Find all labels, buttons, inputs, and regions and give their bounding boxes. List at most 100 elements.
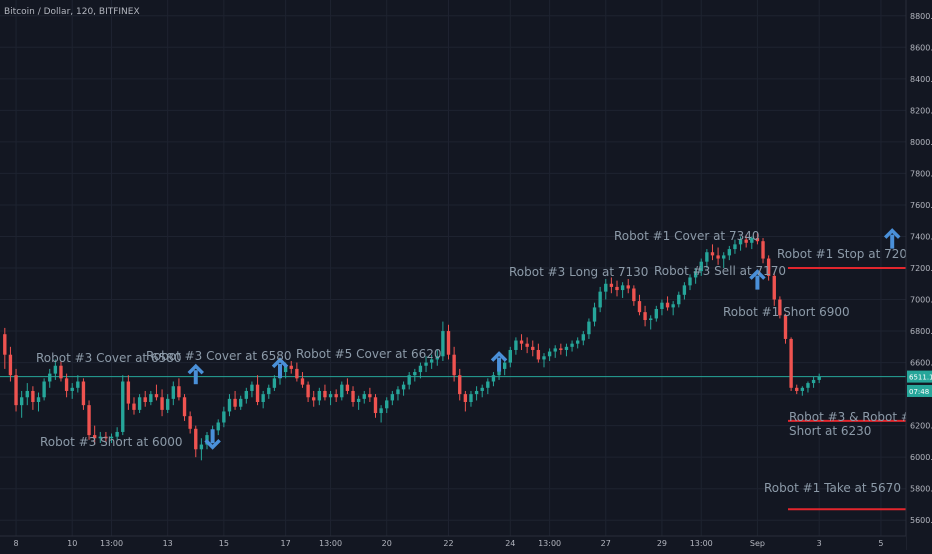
candle-body [121,381,125,432]
candle-body [446,331,451,355]
candle [109,433,114,443]
candle-body [744,239,748,243]
candle-body [283,365,288,373]
candle [531,340,535,357]
candle [581,331,585,346]
arrow-down-icon [204,429,221,450]
candle-body [536,349,541,360]
candle-body [92,435,97,439]
candle [778,296,782,319]
candle [98,431,102,443]
candle-body [649,318,653,321]
candle-body [615,286,619,291]
candle-body [750,238,754,243]
arrows-layer [187,228,901,450]
candle [8,346,13,382]
y-tick-label: 7000.0 [910,296,932,305]
candle-body [368,394,372,398]
candle-body [795,387,799,391]
trade-annotation: Robot #1 Cover at 7340 [614,229,760,243]
candle [547,348,552,362]
candle-body [722,255,726,259]
y-tick-label: 8400.0 [910,75,932,84]
trade-annotation: Robot #3 Long at 7130 [509,265,648,279]
candle-body [525,343,529,347]
candle-body [620,285,625,291]
candle-body [64,378,69,391]
candle-body [817,376,821,380]
candle-body [508,349,512,363]
candle-body [682,285,687,295]
candle [36,392,41,412]
candle [356,395,361,410]
x-tick-label: 10 [67,539,77,548]
candle [654,305,658,322]
y-axis[interactable]: 8800.0 8600.0 8400.0 8200.0 8000.0 7800.0 7600… [905,0,932,550]
candle-body [373,397,378,414]
candle [194,425,198,458]
candle-body [115,431,119,437]
countdown-label: 07:48 [909,388,929,396]
candle-body [295,368,299,379]
candle [811,376,816,388]
candle [351,386,355,407]
candle-body [401,384,406,390]
candle-body [244,390,248,399]
x-axis[interactable]: 8 10 13:00 13 15 17 13:00 20 22 24 13:00 27 29 13:00 S… [0,535,932,550]
candle-body [789,338,793,388]
candle-body [98,436,102,439]
candle-body [385,400,389,409]
candle [508,346,512,368]
candle-body [424,362,428,366]
x-tick-label: 27 [601,539,611,548]
candle [385,397,389,414]
candle-body [671,304,675,308]
candle [48,368,52,388]
candle [121,375,125,436]
candle [609,277,614,294]
candle-body [547,351,552,357]
candle-body [564,346,569,350]
y-tick-label: 8600.0 [910,43,932,52]
candle [559,343,563,355]
last-price-badge [907,370,932,383]
candle-body [3,334,7,355]
candle-body [716,255,720,259]
trade-annotation: Robot #5 Cover at 6620 [296,347,442,361]
candle [160,389,164,417]
candle [70,383,74,399]
candle [368,387,372,402]
candle-body [429,359,434,363]
candle-body [345,384,350,391]
candle-body [688,277,692,286]
candle-body [8,354,13,376]
y-tick-label: 8200.0 [910,106,932,115]
candle [772,272,776,306]
trade-annotation: Robot #1 Take at 5670 [764,481,901,495]
candle [31,386,35,410]
x-tick-label: 13:00 [100,539,123,548]
candle-body [761,241,765,259]
candle [188,411,192,434]
candle-body [323,390,327,398]
candle-body [76,381,80,388]
candle [300,372,305,388]
candle-body [261,394,265,402]
candle-body [486,381,490,388]
candle-body [379,408,383,414]
candle-body [36,397,41,402]
candle-body [587,321,591,335]
candle [705,249,709,268]
candle-body [216,422,220,431]
candle-body [637,301,642,313]
arrow-head [883,228,901,239]
candle-body [497,368,501,376]
candle [166,394,170,414]
candle-body [300,378,305,385]
candle-body [480,387,484,391]
candle-body [738,239,743,245]
candle-body [407,375,411,385]
candle [553,345,557,358]
